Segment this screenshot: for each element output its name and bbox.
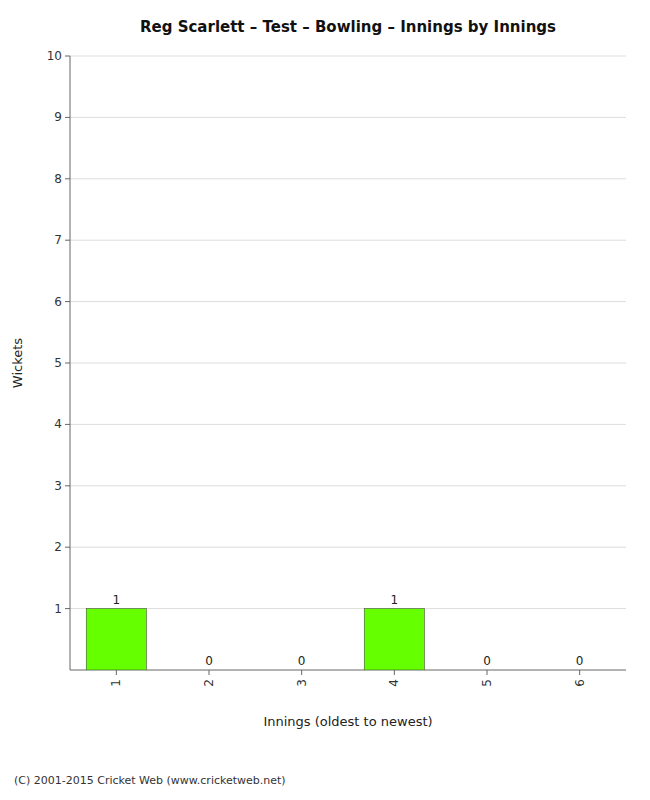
- bar: [272, 670, 332, 671]
- x-tick: [579, 670, 580, 675]
- grid-line: [70, 117, 626, 118]
- y-tick: [65, 240, 70, 241]
- data-labels: 1 0 0 1 0 0: [113, 593, 584, 668]
- y-tick: [65, 424, 70, 425]
- y-tick: [65, 301, 70, 302]
- y-axis-line: [70, 56, 71, 670]
- bar: [179, 670, 239, 671]
- bar: [86, 609, 146, 670]
- x-tick-label: 2: [202, 679, 216, 687]
- x-tick-label: 5: [480, 679, 494, 687]
- chart-container: 12345678910123456100100Reg Scarlett – Te…: [0, 0, 650, 800]
- grid-line: [70, 424, 626, 425]
- grid-line: [70, 485, 626, 486]
- y-tick: [65, 117, 70, 118]
- footer: (C) 2001-2015 Cricket Web (www.cricketwe…: [14, 774, 286, 787]
- grid: [70, 56, 626, 609]
- bar: [364, 609, 424, 670]
- data-label: 1: [391, 593, 399, 607]
- y-tick: [65, 608, 70, 609]
- y-tick-label: 3: [54, 479, 62, 493]
- y-tick-label: 9: [54, 110, 62, 124]
- data-label: 0: [298, 654, 306, 668]
- grid-line: [70, 547, 626, 548]
- y-tick-label: 8: [54, 172, 62, 186]
- axes: 12345678910123456: [47, 49, 626, 687]
- grid-line: [70, 608, 626, 609]
- y-tick-label: 6: [54, 295, 62, 309]
- x-tick-label: 4: [387, 679, 401, 687]
- grid-line: [70, 178, 626, 179]
- x-tick: [394, 670, 395, 675]
- x-axis-line: [70, 670, 626, 671]
- y-tick-label: 5: [54, 356, 62, 370]
- y-tick-label: 10: [47, 49, 62, 63]
- data-label: 0: [205, 654, 213, 668]
- title: Reg Scarlett – Test – Bowling – Innings …: [140, 18, 556, 36]
- y-tick: [65, 485, 70, 486]
- x-tick: [301, 670, 302, 675]
- x-axis-label: Innings (oldest to newest): [263, 714, 432, 729]
- x-tick-label: 1: [109, 679, 123, 687]
- data-label: 0: [576, 654, 584, 668]
- grid-line: [70, 240, 626, 241]
- x-tick: [487, 670, 488, 675]
- x-tick-label: 6: [573, 679, 587, 687]
- y-tick-label: 1: [54, 602, 62, 616]
- grid-line: [70, 301, 626, 302]
- grid-line: [70, 363, 626, 364]
- y-tick-label: 4: [54, 417, 62, 431]
- y-tick-label: 2: [54, 540, 62, 554]
- y-tick: [65, 178, 70, 179]
- bar: [457, 670, 517, 671]
- data-label: 0: [483, 654, 491, 668]
- y-tick-label: 7: [54, 233, 62, 247]
- x-tick: [116, 670, 117, 675]
- y-tick: [65, 56, 70, 57]
- y-tick: [65, 547, 70, 548]
- x-tick: [209, 670, 210, 675]
- chart-svg: 12345678910123456100100Reg Scarlett – Te…: [0, 0, 650, 800]
- bar: [550, 670, 610, 671]
- data-label: 1: [113, 593, 121, 607]
- bars: [86, 609, 424, 670]
- y-tick: [65, 363, 70, 364]
- x-tick-label: 3: [295, 679, 309, 687]
- grid-line: [70, 56, 626, 57]
- y-axis-label: Wickets: [10, 338, 25, 388]
